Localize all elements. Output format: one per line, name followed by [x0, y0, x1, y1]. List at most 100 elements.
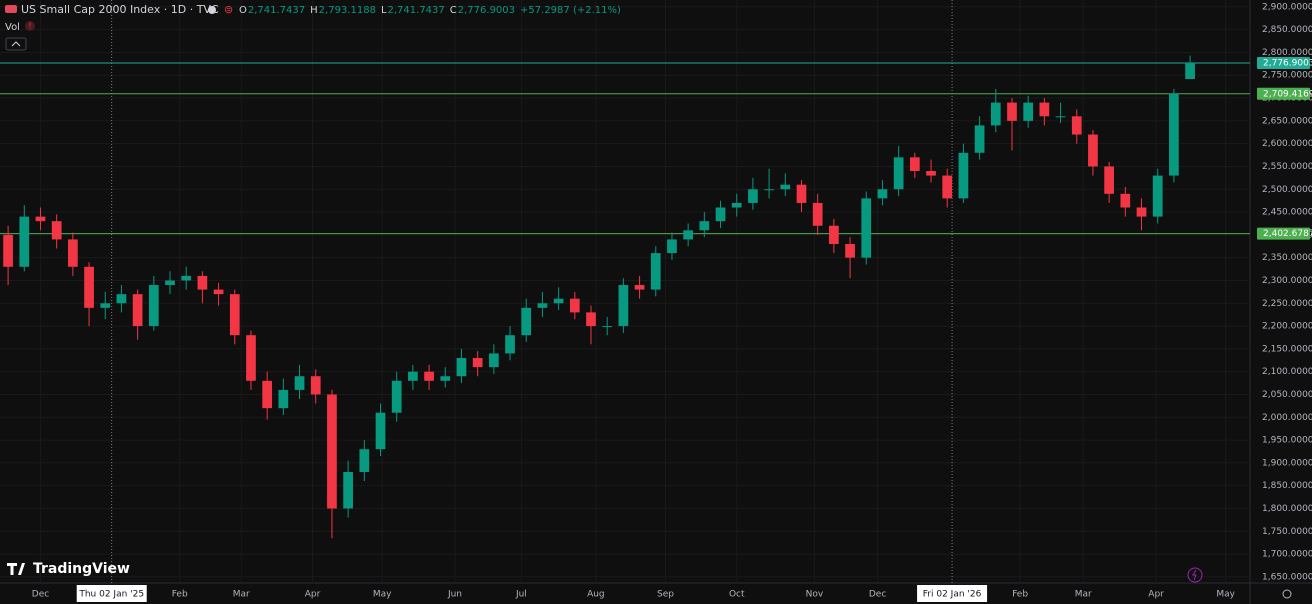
plot [0, 0, 1250, 583]
y-tick-label: 1,750.0000 [1262, 527, 1312, 537]
candle-body [893, 157, 904, 190]
candle-body [35, 216, 46, 222]
brand-logo [7, 563, 25, 575]
candle-body [51, 221, 62, 240]
candle-body [1152, 175, 1163, 217]
x-tick-label: Mar [233, 590, 250, 600]
x-tick-label: Nov [806, 590, 824, 600]
x-tick-label: Apr [305, 590, 321, 600]
y-tick-label: 2,100.0000 [1262, 367, 1312, 377]
y-tick-label: 1,650.0000 [1262, 572, 1312, 582]
x-tick-label: Oct [729, 590, 745, 600]
y-tick-label: 2,500.0000 [1262, 185, 1312, 195]
candle-body [521, 307, 532, 336]
candle-body [229, 294, 240, 336]
x-tick-label: May [373, 590, 392, 600]
candle-body [359, 449, 370, 473]
y-tick-label: 2,450.0000 [1262, 208, 1312, 218]
x-tick-label: Feb [1012, 590, 1028, 600]
candle-body [602, 326, 613, 328]
candle-body [1104, 166, 1114, 194]
y-tick-label: 2,750.0000 [1262, 71, 1312, 81]
volume-label[interactable]: Vol [5, 22, 20, 33]
candle-body [618, 285, 629, 327]
candle-body [3, 234, 13, 267]
candle-body [845, 243, 855, 258]
lightning-button[interactable] [1187, 567, 1203, 583]
candle-body [650, 253, 661, 290]
y-tick-label: 2,250.0000 [1262, 299, 1312, 309]
candle-body [1007, 102, 1017, 121]
symbol-title[interactable]: US Small Cap 2000 Index · 1D · TVC [21, 3, 219, 16]
y-tick-label: 1,850.0000 [1262, 481, 1312, 491]
candle-body [926, 171, 936, 176]
candle-body [780, 184, 791, 190]
collapse-button[interactable] [5, 37, 27, 51]
candle-body [278, 389, 289, 409]
candle-body [294, 376, 305, 390]
candle-body [667, 239, 677, 254]
candle-body [731, 202, 742, 208]
candle-body [1120, 193, 1131, 208]
header: US Small Cap 2000 Index · 1D · TVC ⊜ O 2,… [5, 3, 621, 51]
candle-body [861, 198, 872, 258]
x-tick-label: Dec [32, 590, 49, 600]
y-tick-label: 2,600.0000 [1262, 139, 1312, 149]
price-label: 2,402.6787 [1263, 229, 1312, 239]
candle-body [683, 230, 694, 240]
candle-body [116, 294, 127, 304]
candle-body [974, 125, 985, 153]
candle-body [213, 289, 224, 295]
y-tick-label: 2,800.0000 [1262, 48, 1312, 58]
candle-body [1023, 102, 1034, 121]
candle-body [990, 102, 1001, 126]
ohlc-key: H [310, 5, 318, 16]
y-tick-label: 1,950.0000 [1262, 436, 1312, 446]
candle-body [391, 380, 402, 413]
ohlc-value: 2,793.1188 [319, 5, 376, 16]
volume-warning[interactable] [25, 21, 35, 31]
collapse-icon [11, 41, 21, 47]
ohlc-key: C [450, 5, 457, 16]
candle-body [181, 275, 192, 281]
brand-name: TradingView [33, 561, 130, 577]
settings-button[interactable] [1282, 589, 1292, 599]
candle-body [1169, 93, 1179, 176]
candle-body [343, 472, 353, 509]
candle-body [19, 216, 30, 267]
x-tick-label: Mar [1075, 590, 1092, 600]
candle-body [148, 285, 159, 327]
y-tick-label: 2,200.0000 [1262, 322, 1312, 332]
brand: TradingView [7, 561, 130, 577]
y-tick-label: 2,050.0000 [1262, 390, 1312, 400]
candle-body [440, 376, 451, 381]
candle-body [942, 175, 953, 199]
candle-body [1185, 62, 1195, 80]
candle-body [424, 371, 434, 381]
x-tick-label: May [1216, 590, 1235, 600]
market-icon [208, 6, 216, 14]
candle-body [246, 335, 256, 381]
candle-body [1055, 116, 1066, 118]
x-tick-label: Feb [172, 590, 188, 600]
ohlc-legend: O 2,741.7437 H 2,793.1188 L 2,741.7437 C 2,776.… [239, 5, 621, 16]
candle-body [505, 335, 515, 354]
y-tick-label: 1,900.0000 [1262, 458, 1312, 468]
candle-body [796, 184, 807, 203]
candle-body [909, 157, 920, 172]
candle-body [1039, 102, 1050, 117]
candle-body [715, 207, 726, 222]
x-tick-label: Jun [447, 590, 462, 600]
price-label-bg [1257, 56, 1310, 69]
candle-body [327, 394, 337, 509]
symbol-icon [5, 5, 17, 13]
y-tick-label: 2,000.0000 [1262, 413, 1312, 423]
candle-body [472, 357, 483, 368]
candle-body [165, 280, 175, 286]
y-tick-label: 2,900.0000 [1262, 2, 1312, 12]
alert-icon: ⊜ [224, 3, 233, 16]
candle-body [634, 285, 645, 290]
volume-warning-mark: ! [28, 22, 31, 31]
